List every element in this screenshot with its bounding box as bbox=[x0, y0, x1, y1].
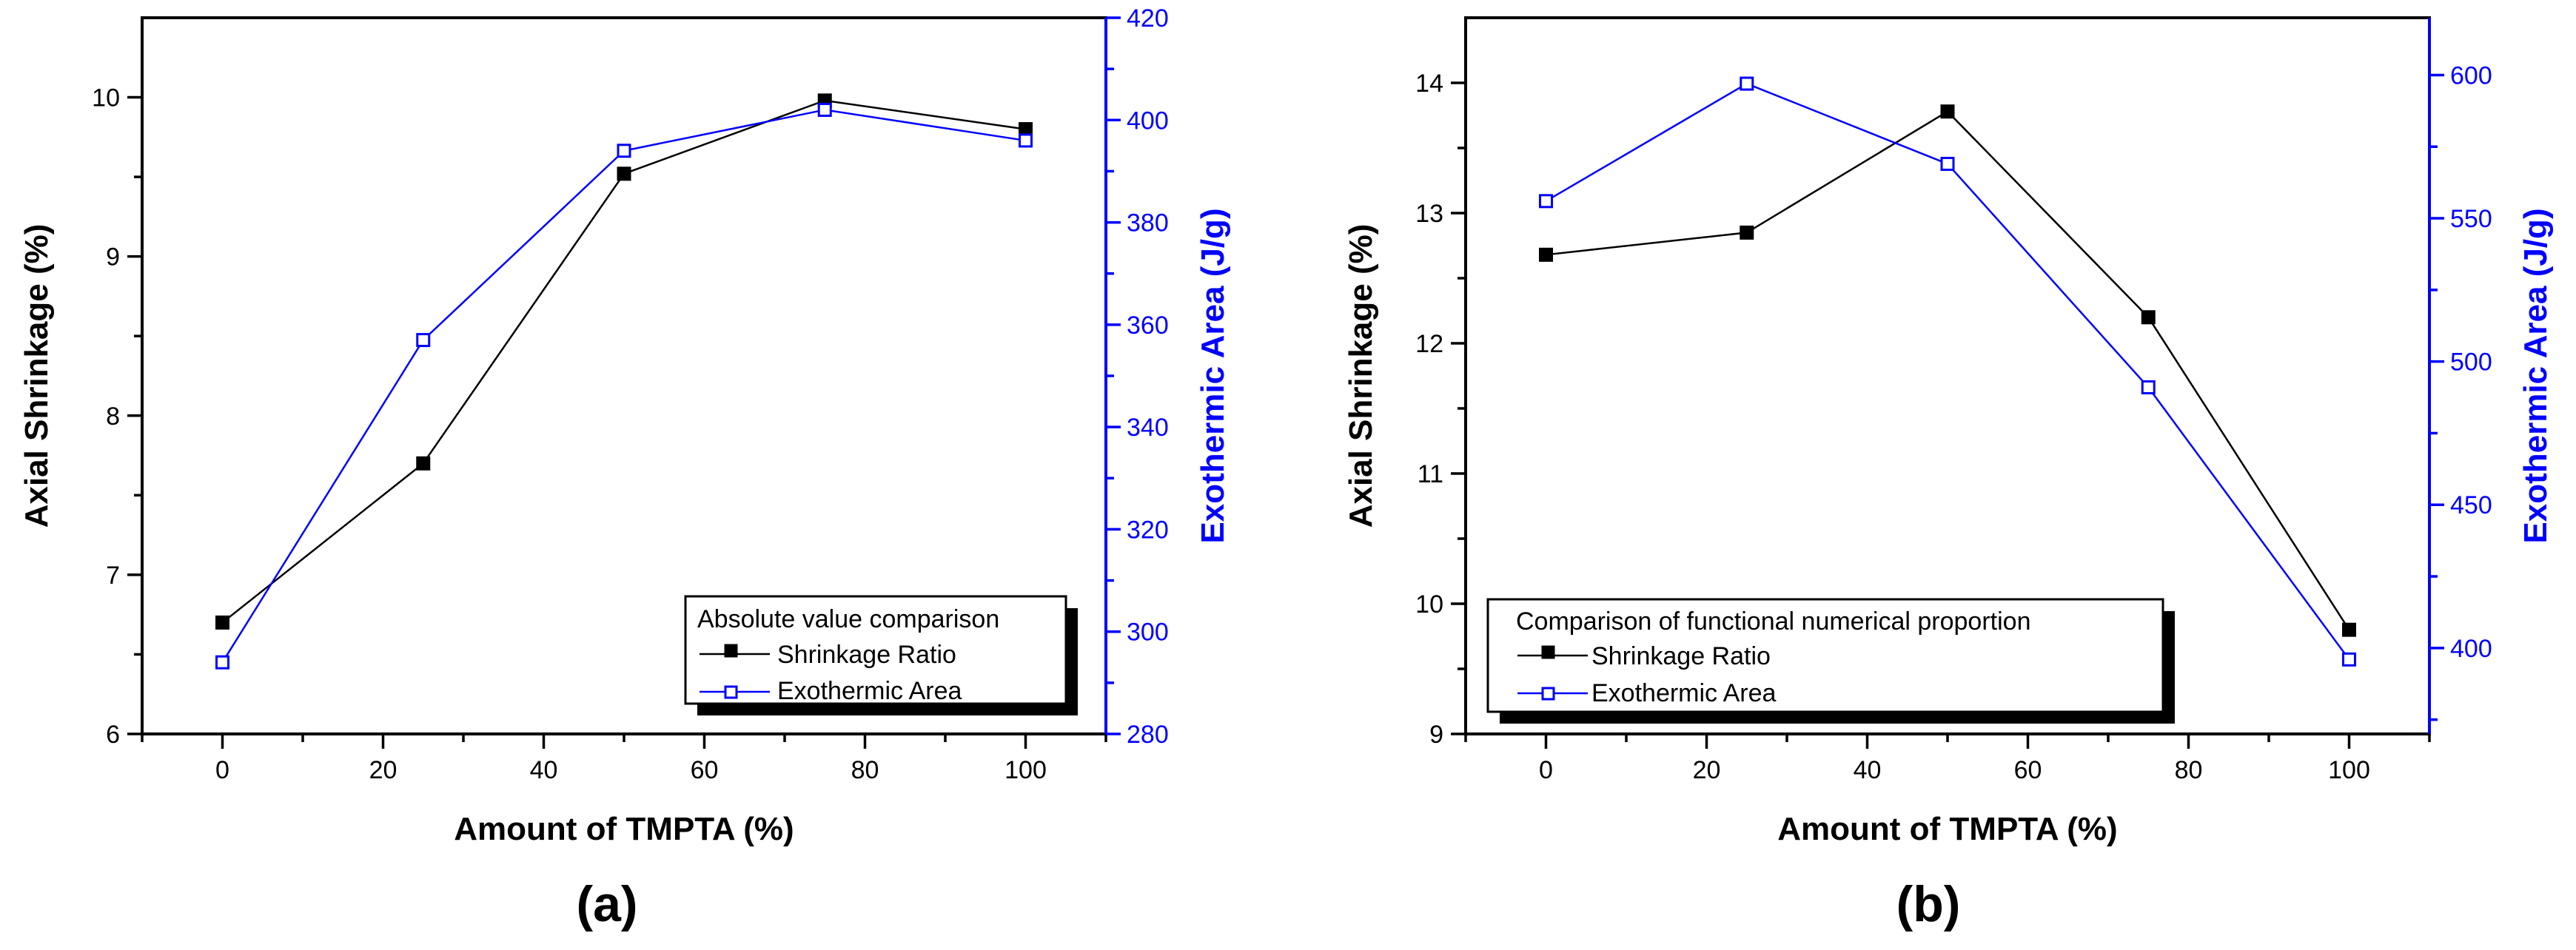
legend-label-exothermic: Exothermic Area bbox=[1591, 679, 1777, 707]
right-y-tick-label: 500 bbox=[2450, 348, 2492, 377]
legend-title: Absolute value comparison bbox=[697, 605, 999, 633]
shrinkage-ratio-line bbox=[1546, 110, 2350, 630]
shrinkage-ratio-point bbox=[1940, 104, 1955, 119]
panel-label-b: (b) bbox=[1896, 876, 1961, 932]
shrinkage-ratio-point bbox=[416, 456, 431, 471]
exothermic-area-line bbox=[221, 109, 1026, 663]
right-y-tick-label: 300 bbox=[1127, 619, 1169, 647]
series-lines bbox=[221, 99, 1026, 663]
x-tick-label: 40 bbox=[530, 756, 558, 784]
legend-label-shrinkage: Shrinkage Ratio bbox=[1591, 642, 1771, 670]
left-y-tick-label: 6 bbox=[106, 721, 120, 749]
exothermic-area-point bbox=[2342, 652, 2356, 667]
x-axis-title: Amount of TMPTA (%) bbox=[454, 811, 794, 847]
chart-panel-b: 0 20 40 60 80 100 9 10 11 12 13 14 400 450 500 550 600… bbox=[1343, 16, 2554, 932]
legend-box bbox=[684, 595, 1067, 705]
legend-marker-exothermic bbox=[724, 685, 738, 699]
left-y-ticks: 6 7 8 9 10 bbox=[92, 84, 142, 749]
shrinkage-ratio-point bbox=[215, 615, 229, 630]
left-y-tick-label: 9 bbox=[106, 243, 120, 272]
left-y-tick-label: 10 bbox=[1415, 590, 1443, 619]
left-y-tick-label: 12 bbox=[1415, 330, 1443, 358]
legend-title: Comparison of functional numerical propo… bbox=[1516, 607, 2030, 636]
x-tick-label: 80 bbox=[851, 756, 879, 784]
right-y-axis-title: Exothermic Area (J/g) bbox=[2518, 208, 2554, 543]
left-y-tick-label: 14 bbox=[1415, 70, 1443, 98]
chart-panel-a: 0 20 40 60 80 100 6 7 8 9 10 280 300 320 340 360 380 40… bbox=[19, 4, 1231, 932]
panel-label-a: (a) bbox=[576, 876, 637, 932]
right-y-ticks: 400 450 500 550 600 bbox=[2429, 61, 2492, 721]
legend-label-exothermic: Exothermic Area bbox=[777, 677, 962, 705]
x-tick-label: 80 bbox=[2175, 756, 2203, 784]
right-y-tick-label: 450 bbox=[2450, 491, 2492, 519]
left-y-tick-label: 11 bbox=[1418, 460, 1443, 488]
left-y-tick-label: 10 bbox=[92, 84, 120, 112]
right-y-axis-title: Exothermic Area (J/g) bbox=[1195, 208, 1231, 543]
right-y-tick-label: 600 bbox=[2450, 61, 2492, 90]
exothermic-area-point bbox=[1539, 194, 1553, 209]
right-y-tick-label: 550 bbox=[2450, 205, 2492, 233]
exothermic-area-point bbox=[617, 144, 631, 158]
shrinkage-ratio-point bbox=[1740, 225, 1754, 240]
legend-label-shrinkage: Shrinkage Ratio bbox=[777, 641, 956, 669]
x-tick-label: 100 bbox=[1004, 756, 1047, 784]
right-y-tick-label: 280 bbox=[1127, 721, 1169, 749]
right-y-tick-label: 320 bbox=[1127, 516, 1169, 544]
exothermic-area-point bbox=[1940, 156, 1955, 171]
exothermic-area-point bbox=[2141, 380, 2156, 394]
right-y-tick-label: 360 bbox=[1127, 311, 1169, 340]
x-tick-label: 0 bbox=[215, 756, 229, 784]
left-y-axis-title: Axial Shrinkage (%) bbox=[1343, 224, 1379, 528]
x-axis-title: Amount of TMPTA (%) bbox=[1777, 811, 2117, 847]
shrinkage-ratio-point bbox=[2342, 622, 2356, 637]
x-tick-label: 0 bbox=[1539, 756, 1553, 784]
shrinkage-ratio-point bbox=[617, 166, 631, 181]
shrinkage-ratio-point bbox=[1539, 247, 1553, 262]
left-y-tick-label: 7 bbox=[106, 562, 120, 590]
right-y-tick-label: 340 bbox=[1127, 414, 1169, 442]
x-tick-label: 40 bbox=[1854, 756, 1882, 784]
legend: Comparison of functional numerical propo… bbox=[1486, 598, 2175, 724]
legend-marker-exothermic bbox=[1541, 687, 1555, 701]
legend-marker-shrinkage bbox=[1541, 645, 1555, 659]
left-y-axis-title: Axial Shrinkage (%) bbox=[19, 224, 55, 528]
right-y-tick-label: 400 bbox=[1127, 107, 1169, 135]
right-y-tick-label: 380 bbox=[1127, 209, 1169, 238]
exothermic-area-point bbox=[215, 655, 229, 670]
exothermic-area-point bbox=[1740, 76, 1754, 91]
x-ticks: 0 20 40 60 80 100 bbox=[1464, 734, 2431, 784]
series-markers bbox=[215, 93, 1033, 670]
legend: Absolute value comparison Shrinkage Rati… bbox=[684, 595, 1078, 715]
x-tick-label: 20 bbox=[369, 756, 398, 784]
exothermic-area-point bbox=[416, 333, 431, 348]
right-y-tick-label: 420 bbox=[1127, 4, 1169, 33]
right-y-tick-label: 400 bbox=[2450, 635, 2492, 663]
right-y-ticks: 280 300 320 340 360 380 400 420 bbox=[1106, 4, 1169, 749]
left-y-tick-label: 9 bbox=[1429, 721, 1443, 749]
legend-box bbox=[1486, 598, 2164, 713]
legend-marker-shrinkage bbox=[724, 644, 738, 658]
x-tick-label: 100 bbox=[2328, 756, 2370, 784]
x-tick-label: 60 bbox=[691, 756, 719, 784]
x-ticks: 0 20 40 60 80 100 bbox=[141, 734, 1107, 784]
left-y-tick-label: 13 bbox=[1415, 200, 1443, 228]
shrinkage-ratio-point bbox=[2141, 310, 2156, 325]
left-y-ticks: 9 10 11 12 13 14 bbox=[1415, 70, 1466, 749]
exothermic-area-point bbox=[1019, 133, 1033, 148]
x-tick-label: 20 bbox=[1693, 756, 1721, 784]
x-tick-label: 60 bbox=[2014, 756, 2042, 784]
exothermic-area-point bbox=[817, 102, 832, 117]
left-y-tick-label: 8 bbox=[106, 402, 120, 431]
series-markers bbox=[1539, 76, 2356, 667]
